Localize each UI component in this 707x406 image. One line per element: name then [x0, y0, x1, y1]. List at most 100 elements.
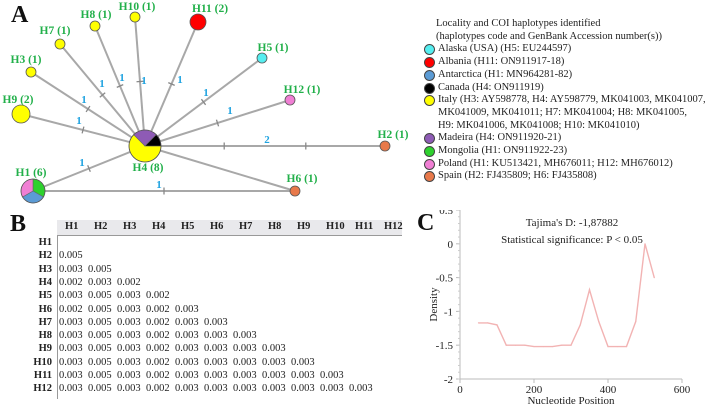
significance-annotation: Statistical significance: P < 0.05 [501, 234, 643, 246]
legend-title: (haplotypes code and GenBank Accession n… [436, 30, 662, 42]
mutation-tick [200, 98, 207, 106]
row-header: H9 [38, 343, 52, 355]
legend-color-swatch [424, 146, 435, 158]
mutation-tick [215, 119, 220, 127]
data-point [477, 322, 480, 324]
table-cell: 0.005 [88, 343, 112, 355]
legend-entry: Madeira (H4: ON911920-21) [424, 132, 706, 145]
mutation-tick [81, 126, 85, 134]
y-tick-label: -0.5 [436, 273, 454, 285]
mutation-count-label: 1 [79, 157, 85, 169]
legend-line: Canada (H4: ON911919) [438, 81, 544, 93]
legend-entry: Canada (H4: ON911919) [424, 82, 706, 95]
mutation-count-label: 1 [99, 78, 105, 90]
haplotype-node-h4: H4 (8) [128, 129, 164, 174]
table-cell: 0.005 [88, 290, 112, 302]
table-cell: 0.003 [320, 370, 344, 381]
table-cell: 0.005 [88, 356, 112, 368]
data-point [533, 345, 535, 348]
table-cell: 0.005 [88, 370, 112, 381]
haplotype-node-h3: H3 (1) [11, 54, 42, 78]
legend-color-swatch [424, 158, 435, 170]
data-point [607, 345, 609, 348]
legend-text: Poland (H1: KU513421, MH676011; H12: MH6… [438, 158, 673, 171]
pie-slice [25, 66, 37, 78]
table-cell: 0.005 [88, 330, 112, 342]
table-cell: 0.003 [262, 383, 286, 395]
data-point [588, 289, 591, 291]
table-cell: 0.002 [146, 316, 170, 328]
mutation-tick [168, 82, 175, 86]
haplotype-node-h5: H5 (1) [256, 42, 289, 64]
table-cell: 0.003 [233, 370, 257, 381]
table-cell: 0.003 [233, 356, 257, 368]
data-point [496, 324, 498, 326]
haplotype-node-h2: H2 (1) [378, 129, 409, 152]
table-cell: 0.002 [146, 303, 170, 315]
table-cell: 0.003 [59, 330, 83, 342]
data-point [487, 322, 489, 324]
table-cell: 0.002 [146, 290, 170, 302]
table-cell: 0.003 [204, 370, 228, 381]
table-cell: 0.002 [146, 383, 170, 395]
data-point [524, 344, 526, 346]
legend-entry: Mongolia (H1: ON911922-23) [424, 145, 706, 158]
legend-text: Spain (H2: FJ435809; H6: FJ435808) [438, 170, 597, 183]
data-point [579, 324, 581, 326]
panel-label-a: A [11, 2, 29, 28]
legend-entry: Alaska (USA) (H5: EU244597) [424, 43, 706, 56]
y-tick-label: -1 [444, 306, 453, 318]
table-cell: 0.005 [59, 250, 83, 262]
table-cell: 0.005 [88, 316, 112, 328]
column-header: H6 [210, 221, 224, 232]
table-cell: 0.003 [349, 383, 373, 395]
legend-text: Albania (H11: ON911917-18) [438, 56, 564, 69]
row-header: H10 [33, 356, 52, 368]
table-cell: 0.002 [146, 370, 170, 381]
table-cell: 0.003 [59, 383, 83, 395]
table-cell: 0.003 [233, 343, 257, 355]
legend: Locality and COI haplotypes identified (h… [424, 18, 706, 183]
column-header: H7 [239, 221, 253, 232]
mutation-count-label: 1 [81, 94, 87, 106]
legend-line: Antarctica (H1: MN964281-82) [438, 68, 573, 80]
network-nodes: H4 (8) H1 (6) H9 (2) H3 (1) H7 (1) H8 (1) H10 … [3, 1, 409, 204]
table-cell: 0.003 [117, 383, 141, 395]
mutation-count-label: 1 [177, 74, 183, 86]
table-cell: 0.003 [175, 316, 199, 328]
table-cell: 0.003 [262, 356, 286, 368]
column-header: H9 [297, 221, 311, 232]
legend-line: MK041009, MK041011; H7: MK041004; H8: MK… [438, 106, 687, 118]
table-cell: 0.003 [117, 303, 141, 315]
column-header: H10 [326, 221, 345, 232]
legend-text: Antarctica (H1: MN964281-82) [438, 69, 572, 82]
data-point [616, 345, 618, 348]
table-cell: 0.003 [59, 263, 83, 275]
column-header: H1 [65, 221, 79, 232]
mutation-count-label: 1 [119, 72, 125, 84]
table-cell: 0.003 [204, 330, 228, 342]
x-tick-label: 600 [674, 384, 691, 396]
legend-text: Madeira (H4: ON911920-21) [438, 132, 561, 145]
table-cell: 0.003 [59, 370, 83, 381]
row-header: H7 [38, 316, 52, 328]
table-cell: 0.005 [88, 303, 112, 315]
haplotype-label: H1 (6) [16, 167, 47, 179]
table-cell: 0.003 [175, 356, 199, 368]
pie-slice [289, 185, 301, 197]
haplotype-label: H9 (2) [3, 94, 34, 106]
legend-color-swatch [424, 171, 435, 183]
table-cell: 0.003 [117, 370, 141, 381]
haplotype-label: H5 (1) [258, 42, 289, 54]
haplotype-label: H12 (1) [284, 84, 321, 96]
table-cell: 0.002 [146, 330, 170, 342]
y-axis-label: Density [428, 287, 440, 322]
legend-line: Alaska (USA) (H5: EU244597) [438, 43, 572, 55]
mutation-tick [99, 92, 106, 98]
column-header: H11 [355, 221, 374, 232]
legend-entry: Albania (H11: ON911917-18) [424, 56, 706, 69]
data-point [551, 345, 554, 348]
pie-slice [379, 140, 391, 152]
y-tick-label: 0 [448, 239, 454, 251]
table-cell: 0.003 [117, 343, 141, 355]
